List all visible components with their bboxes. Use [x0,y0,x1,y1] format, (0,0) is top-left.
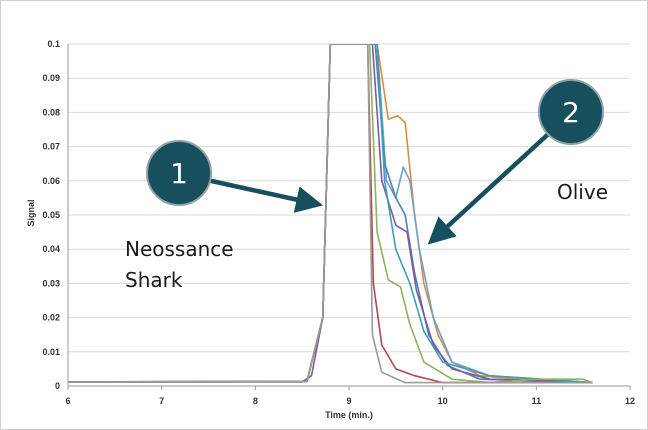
x-tick-label: 11 [532,396,542,406]
x-tick-label: 9 [346,396,351,406]
annotation-olive: Olive [557,180,608,204]
y-tick-label: 0.02 [42,313,60,323]
series-line-1 [68,44,593,384]
y-axis-ticks: 0 0.01 0.02 0.03 0.04 0.05 0.06 0.07 0.08 0.09 0.1 [42,39,60,391]
y-tick-label: 0.05 [42,210,60,220]
x-tick-label: 8 [253,396,258,406]
x-axis-title: Time (min.) [325,410,373,420]
y-tick-label: 0 [55,381,60,391]
annotation-shark: Shark [125,268,183,292]
x-tick-label: 12 [625,396,635,406]
series-lines [68,44,593,384]
series-line-7 [68,44,593,384]
y-tick-label: 0.03 [42,278,60,288]
series-line-8 [68,44,593,384]
series-line-5 [68,44,593,384]
badge-1: 1 [146,140,212,206]
arrow-1 [206,177,323,213]
x-tick-label: 7 [159,396,164,406]
annotation-neossance: Neossance [125,237,234,261]
y-tick-label: 0.01 [42,347,60,357]
y-axis-title: Signal [26,199,36,226]
y-tick-label: 0.06 [42,176,60,186]
badge-2-label: 2 [562,96,580,129]
badge-1-label: 1 [170,157,188,190]
series-line-6 [68,44,593,384]
x-tick-label: 10 [438,396,448,406]
y-tick-label: 0.1 [47,39,60,49]
grid-lines [67,43,631,390]
arrow-2 [427,125,558,245]
y-tick-label: 0.08 [42,107,60,117]
y-tick-label: 0.09 [42,73,60,83]
series-line-2 [68,44,593,384]
series-line-3 [68,44,593,384]
series-line-4 [68,44,593,384]
y-tick-label: 0.04 [42,244,60,254]
badge-2: 2 [538,79,604,145]
y-tick-label: 0.07 [42,142,60,152]
x-tick-label: 6 [65,396,70,406]
x-axis-ticks: 6 7 8 9 10 11 12 [65,396,635,406]
